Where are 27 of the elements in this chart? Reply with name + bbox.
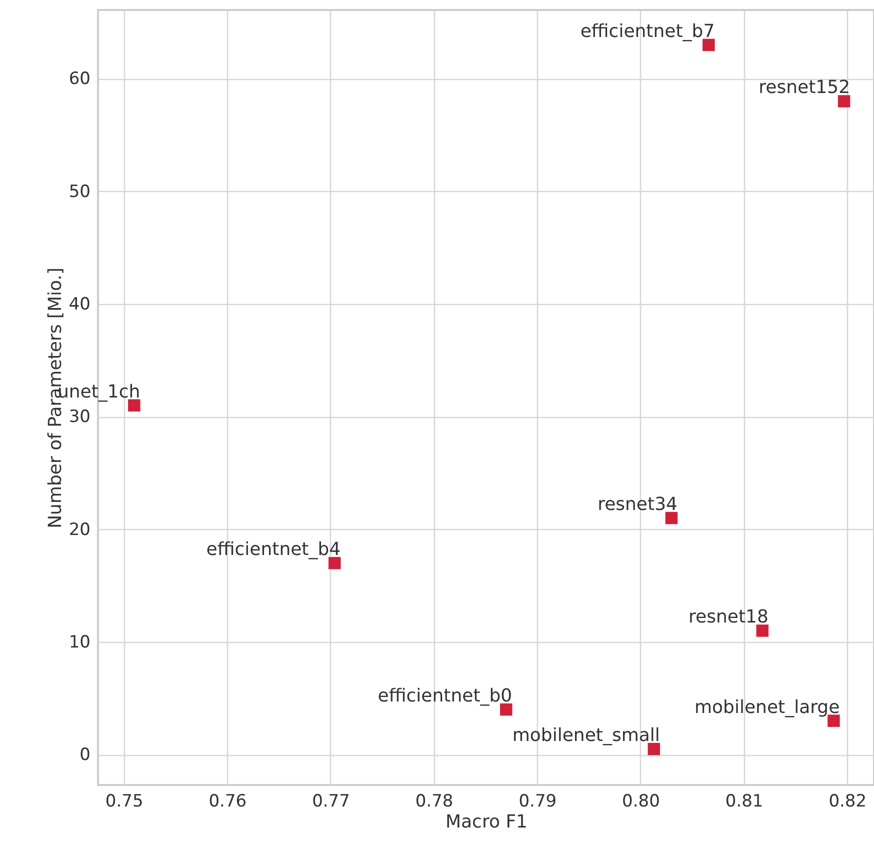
x-tick-label: 0.76	[208, 792, 247, 812]
y-tick-label: 0	[80, 745, 90, 766]
point	[838, 95, 850, 108]
x-axis-title: Macro F1	[445, 812, 528, 832]
point	[756, 624, 769, 637]
x-tick-label: 0.78	[415, 792, 454, 812]
x-tick-label: 0.77	[312, 792, 350, 812]
annotation: resnet152	[758, 77, 850, 98]
y-tick-label: 30	[68, 407, 90, 428]
x-tick-label: 0.75	[105, 792, 144, 812]
x-tick-label: 0.80	[622, 792, 660, 812]
annotation: efficientnet_b4	[206, 539, 341, 560]
y-tick-label: 50	[68, 182, 90, 202]
annotation: resnet34	[598, 494, 678, 516]
y-tick-label: 20	[68, 520, 90, 540]
annotation: mobilenet_large	[694, 696, 840, 718]
annotation: efficientnet_b7	[580, 20, 715, 42]
annotation: efficientnet_b0	[378, 686, 512, 707]
x-tick-label: 0.82	[828, 792, 867, 812]
y-tick-label: 40	[68, 294, 90, 315]
x-tick-label: 0.81	[725, 792, 764, 812]
y-tick-label: 60	[68, 69, 90, 90]
annotation: mobilenet_small	[512, 724, 660, 746]
y-tick-label: 10	[68, 632, 90, 652]
point	[665, 512, 678, 524]
annotation: resnet18	[688, 606, 768, 628]
x-tick-label: 0.79	[518, 792, 557, 812]
